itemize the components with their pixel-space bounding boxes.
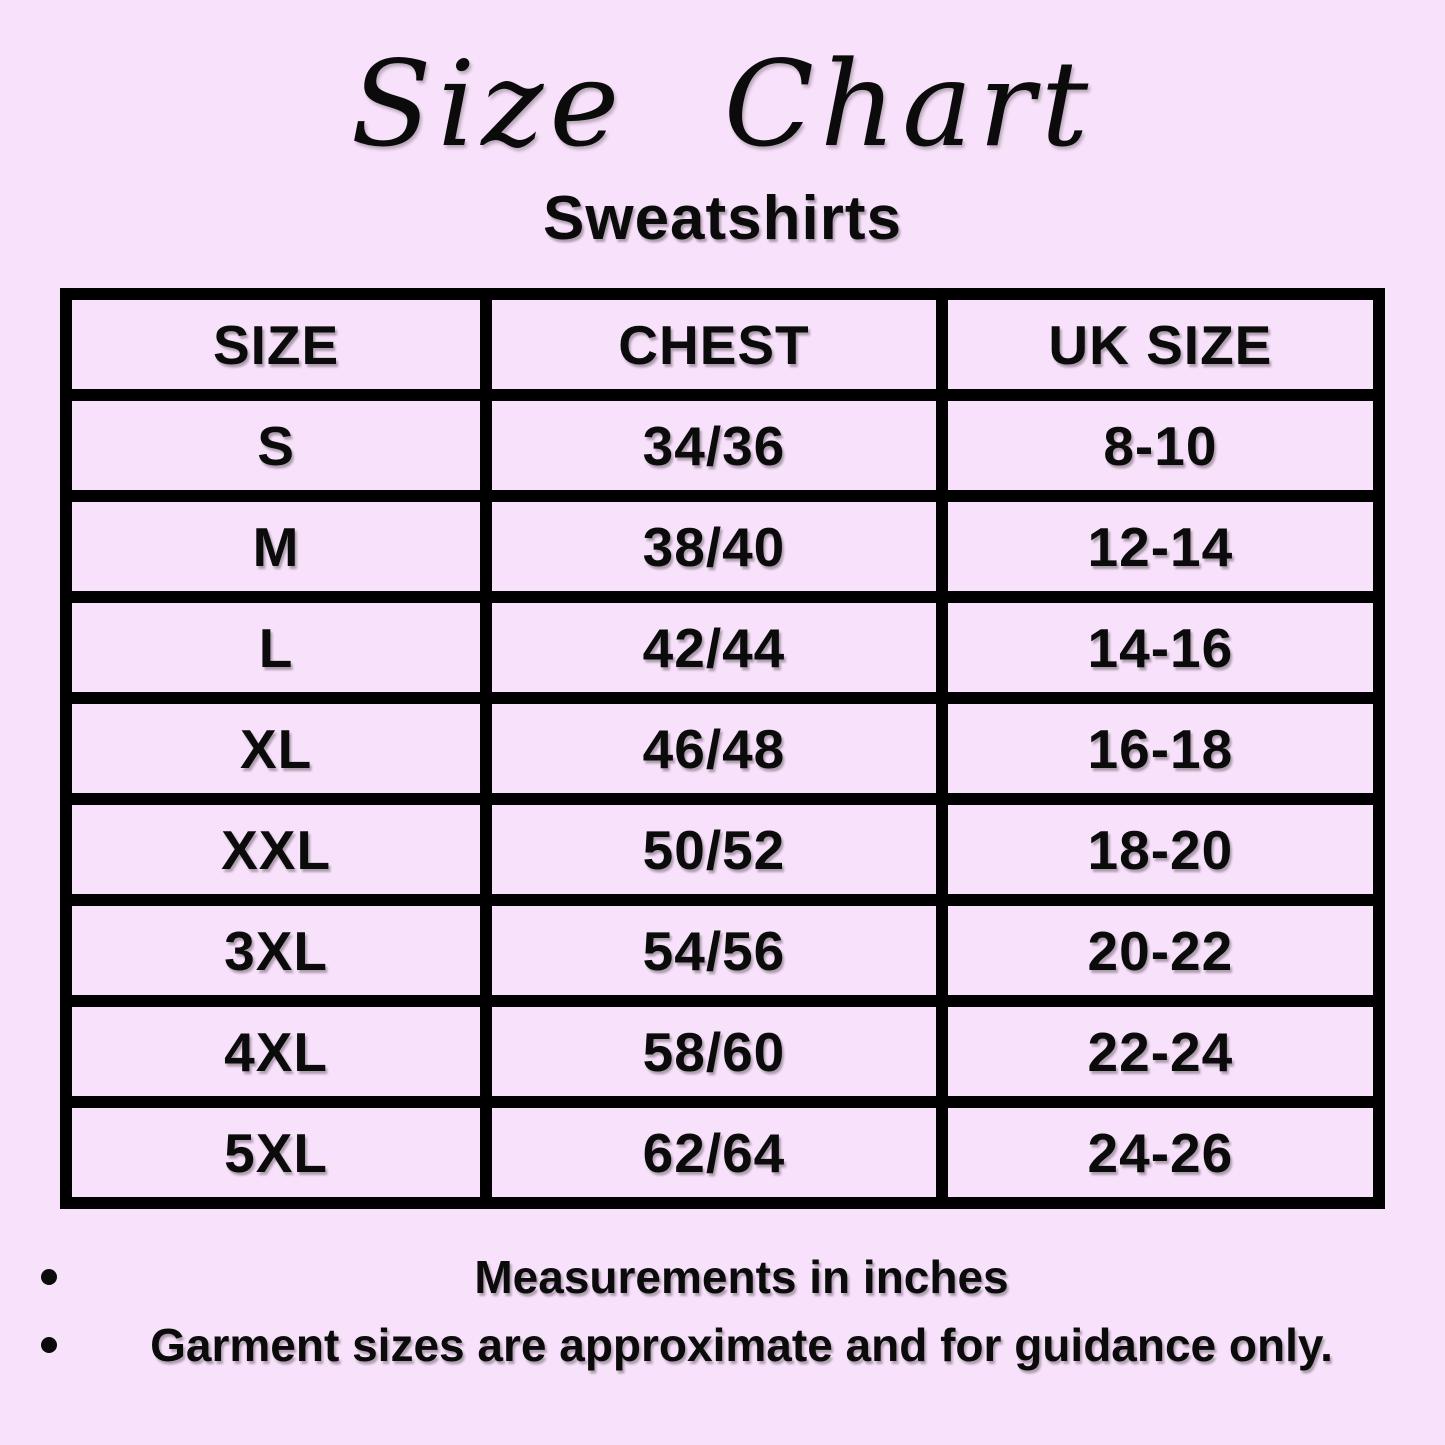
cell-uk-size: 20-22: [935, 894, 1386, 1008]
page-subtitle: Sweatshirts: [542, 184, 903, 254]
list-item: Garment sizes are approximate and for gu…: [10, 1311, 1435, 1379]
column-header-chest: CHEST: [480, 288, 948, 402]
column-header-size: SIZE: [59, 288, 493, 402]
cell-chest: 38/40: [480, 490, 948, 604]
table-row: 5XL 62/64 24-26: [59, 1096, 1386, 1210]
table-row: XXL 50/52 18-20: [59, 793, 1386, 907]
cell-chest: 62/64: [480, 1096, 948, 1210]
cell-chest: 42/44: [480, 591, 948, 705]
note-measurements: Measurements in inches: [474, 1251, 1009, 1304]
cell-uk-size: 12-14: [935, 490, 1386, 604]
cell-size: 5XL: [59, 1096, 493, 1210]
cell-chest: 34/36: [480, 389, 948, 503]
note-guidance: Garment sizes are approximate and for gu…: [150, 1319, 1333, 1372]
list-item: Measurements in inches: [10, 1243, 1435, 1311]
cell-uk-size: 22-24: [935, 995, 1386, 1109]
table-row: S 34/36 8-10: [59, 389, 1386, 503]
cell-size: M: [59, 490, 493, 604]
column-header-uk-size: UK SIZE: [935, 288, 1386, 402]
table-header-row: SIZE CHEST UK SIZE: [59, 288, 1386, 402]
cell-chest: 58/60: [480, 995, 948, 1109]
cell-size: 3XL: [59, 894, 493, 1008]
cell-chest: 50/52: [480, 793, 948, 907]
table-row: L 42/44 14-16: [59, 591, 1386, 705]
page-title: Size Chart: [350, 35, 1095, 173]
notes-list: Measurements in inches Garment sizes are…: [10, 1243, 1435, 1379]
cell-uk-size: 14-16: [935, 591, 1386, 705]
cell-size: 4XL: [59, 995, 493, 1109]
table-row: 3XL 54/56 20-22: [59, 894, 1386, 1008]
table-row: M 38/40 12-14: [59, 490, 1386, 604]
cell-size: L: [59, 591, 493, 705]
cell-chest: 46/48: [480, 692, 948, 806]
cell-size: S: [59, 389, 493, 503]
size-table: SIZE CHEST UK SIZE S 34/36 8-10 M 38/40 …: [59, 288, 1386, 1210]
table-row: 4XL 58/60 22-24: [59, 995, 1386, 1109]
cell-uk-size: 8-10: [935, 389, 1386, 503]
cell-chest: 54/56: [480, 894, 948, 1008]
cell-uk-size: 18-20: [935, 793, 1386, 907]
cell-uk-size: 24-26: [935, 1096, 1386, 1210]
table-row: XL 46/48 16-18: [59, 692, 1386, 806]
cell-size: XXL: [59, 793, 493, 907]
cell-uk-size: 16-18: [935, 692, 1386, 806]
bullet-icon: [41, 1337, 57, 1354]
cell-size: XL: [59, 692, 493, 806]
bullet-icon: [41, 1269, 57, 1286]
